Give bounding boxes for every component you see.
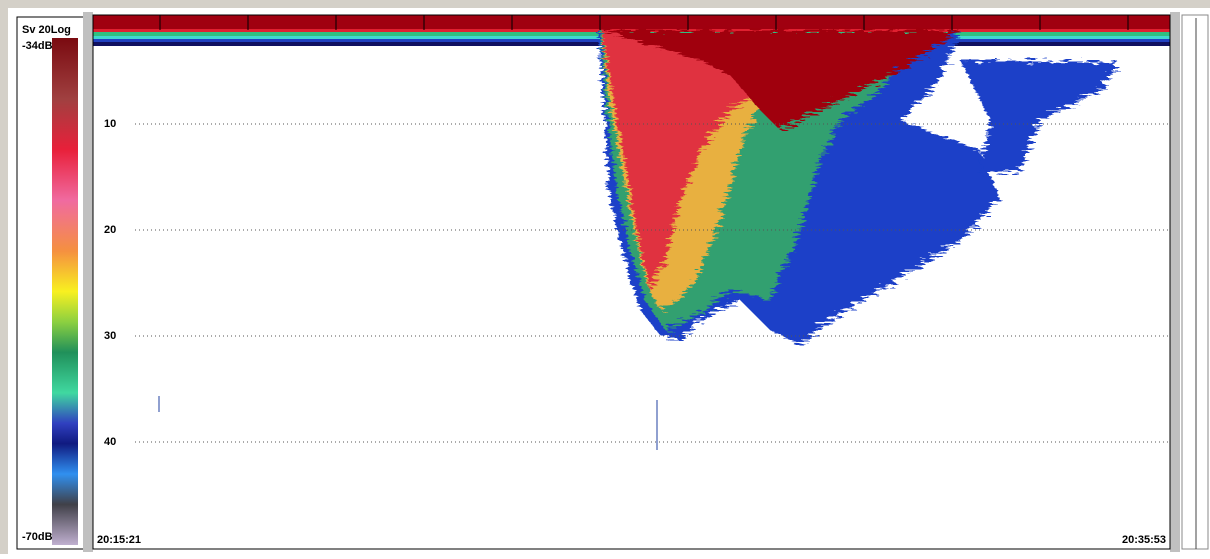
depth-label: 40 — [104, 436, 116, 448]
time-start: 20:15:21 — [97, 534, 141, 546]
echogram — [93, 15, 1170, 450]
depth-label: 20 — [104, 224, 116, 236]
legend-title: Sv 20Log — [22, 24, 71, 36]
color-bar — [52, 38, 78, 545]
side-panel — [1181, 14, 1209, 550]
top-ticks — [159, 15, 1129, 30]
splitter[interactable] — [1170, 12, 1180, 552]
school — [600, 30, 960, 130]
legend-max: -34dB — [22, 40, 53, 52]
depth-label: 30 — [104, 330, 116, 342]
school — [960, 60, 1120, 175]
time-end: 20:35:53 — [1122, 534, 1166, 546]
depth-label: 10 — [104, 118, 116, 130]
frame — [0, 0, 8, 554]
echogram-frame — [92, 14, 1171, 550]
splitter[interactable] — [83, 12, 93, 552]
surface-band — [93, 15, 1170, 29]
legend-min: -70dB — [22, 531, 53, 543]
frame — [0, 0, 1210, 8]
